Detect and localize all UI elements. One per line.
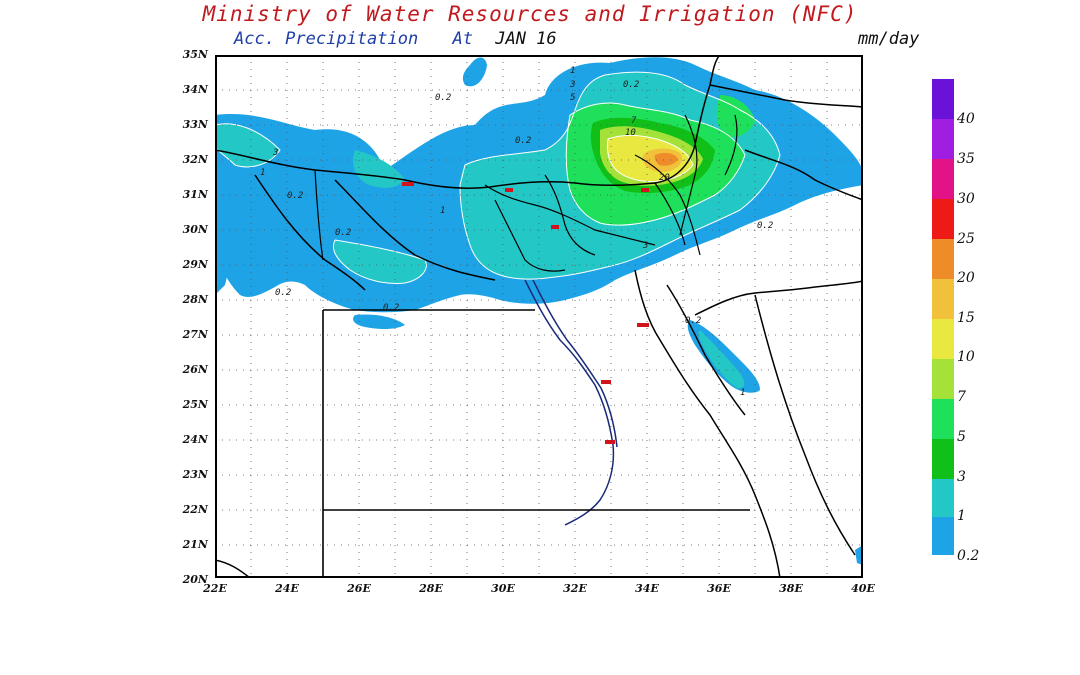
lon-label: 34E — [635, 582, 659, 595]
legend-label: 1 — [957, 508, 966, 524]
lon-label: 26E — [347, 582, 371, 595]
lat-label: 30N — [182, 223, 208, 236]
legend-label: 7 — [957, 389, 966, 405]
legend-label: 10 — [957, 349, 975, 365]
graticule — [215, 55, 863, 578]
legend-swatch — [932, 279, 954, 319]
contour-label: 0.2 — [515, 136, 531, 146]
contour-labels: 0.2 1 3 5 7 10 20 0.2 0.2 0.2 0.2 0.2 0.… — [260, 66, 773, 398]
contour-label: 0.2 — [623, 80, 639, 90]
map-frame — [215, 55, 863, 578]
lat-label: 27N — [182, 328, 208, 341]
lon-label: 32E — [563, 582, 587, 595]
legend-swatch — [932, 399, 954, 439]
contour-label: 20 — [659, 173, 670, 183]
lat-label: 34N — [182, 83, 208, 96]
contour-label: 0.2 — [383, 303, 399, 313]
subtitle-text: Acc. Precipitation — [234, 29, 419, 49]
contour-label: 10 — [625, 128, 636, 138]
legend-label: 40 — [957, 111, 975, 127]
lat-label: 20N — [182, 573, 208, 586]
contour-label: 3 — [569, 80, 575, 90]
legend-swatch — [932, 119, 954, 159]
lat-label: 31N — [182, 188, 208, 201]
legend-label: 20 — [957, 270, 975, 286]
contour-label: 3 — [272, 148, 278, 158]
lat-label: 22N — [182, 503, 208, 516]
map-subtitle: Acc. Precipitation At JAN 16 — [234, 29, 557, 49]
contour-label: 7 — [631, 116, 637, 126]
units-label: mm/day — [858, 29, 920, 49]
contour-label: 0.2 — [435, 93, 451, 103]
city-markers — [402, 182, 649, 444]
lon-label: 28E — [419, 582, 443, 595]
legend-label: 15 — [957, 310, 975, 326]
legend-swatch — [932, 479, 954, 517]
lat-label: 33N — [182, 118, 208, 131]
map-title: Ministry of Water Resources and Irrigati… — [202, 2, 858, 26]
contour-label: 5 — [570, 93, 575, 103]
coastlines — [215, 55, 863, 578]
legend-label: 30 — [957, 191, 975, 207]
precip-layer-20 — [654, 152, 678, 166]
lat-label: 26N — [182, 363, 208, 376]
lon-label: 38E — [779, 582, 803, 595]
contour-label: 0.2 — [287, 191, 303, 201]
lat-label: 25N — [182, 398, 208, 411]
contour-label: 1 — [570, 66, 575, 76]
legend-swatch — [932, 79, 954, 119]
contour-lines — [215, 71, 781, 284]
lat-label: 29N — [182, 258, 208, 271]
legend-label: 25 — [957, 231, 975, 247]
lat-label: 24N — [182, 433, 208, 446]
subtitle-at: At — [452, 29, 473, 49]
lon-label: 40E — [851, 582, 875, 595]
lat-label: 28N — [182, 293, 208, 306]
lat-label: 32N — [182, 153, 208, 166]
contour-label: 0.2 — [685, 316, 701, 326]
legend-label: 0.2 — [957, 548, 980, 564]
legend-label: 3 — [957, 469, 966, 485]
legend-label: 35 — [957, 151, 975, 167]
lat-label: 21N — [182, 538, 208, 551]
lon-label: 22E — [203, 582, 227, 595]
contour-label: 1 — [260, 168, 265, 178]
lon-label: 24E — [275, 582, 299, 595]
contour-label: 0.2 — [275, 288, 291, 298]
borders — [322, 309, 750, 578]
legend-swatch — [932, 239, 954, 279]
rivers — [524, 279, 618, 526]
contour-label: 1 — [440, 206, 445, 216]
legend-swatch — [932, 319, 954, 359]
legend-swatch — [932, 439, 954, 479]
legend-swatch — [932, 199, 954, 239]
contour-label: 3 — [642, 241, 648, 251]
legend-swatch — [932, 517, 954, 555]
lon-label: 30E — [491, 582, 515, 595]
lon-label: 36E — [707, 582, 731, 595]
contour-label: 1 — [740, 388, 745, 398]
forecast-date: JAN 16 — [495, 29, 557, 49]
legend-label: 5 — [957, 429, 966, 445]
legend-swatch — [932, 359, 954, 399]
precipitation-map: 0.2 1 3 5 7 10 20 0.2 0.2 0.2 0.2 0.2 0.… — [215, 55, 863, 578]
contour-label: 0.2 — [335, 228, 351, 238]
contour-label: 0.2 — [757, 221, 773, 231]
lat-label: 23N — [182, 468, 208, 481]
road-network — [314, 114, 738, 272]
lat-label: 35N — [182, 48, 208, 61]
legend-swatch — [932, 159, 954, 199]
